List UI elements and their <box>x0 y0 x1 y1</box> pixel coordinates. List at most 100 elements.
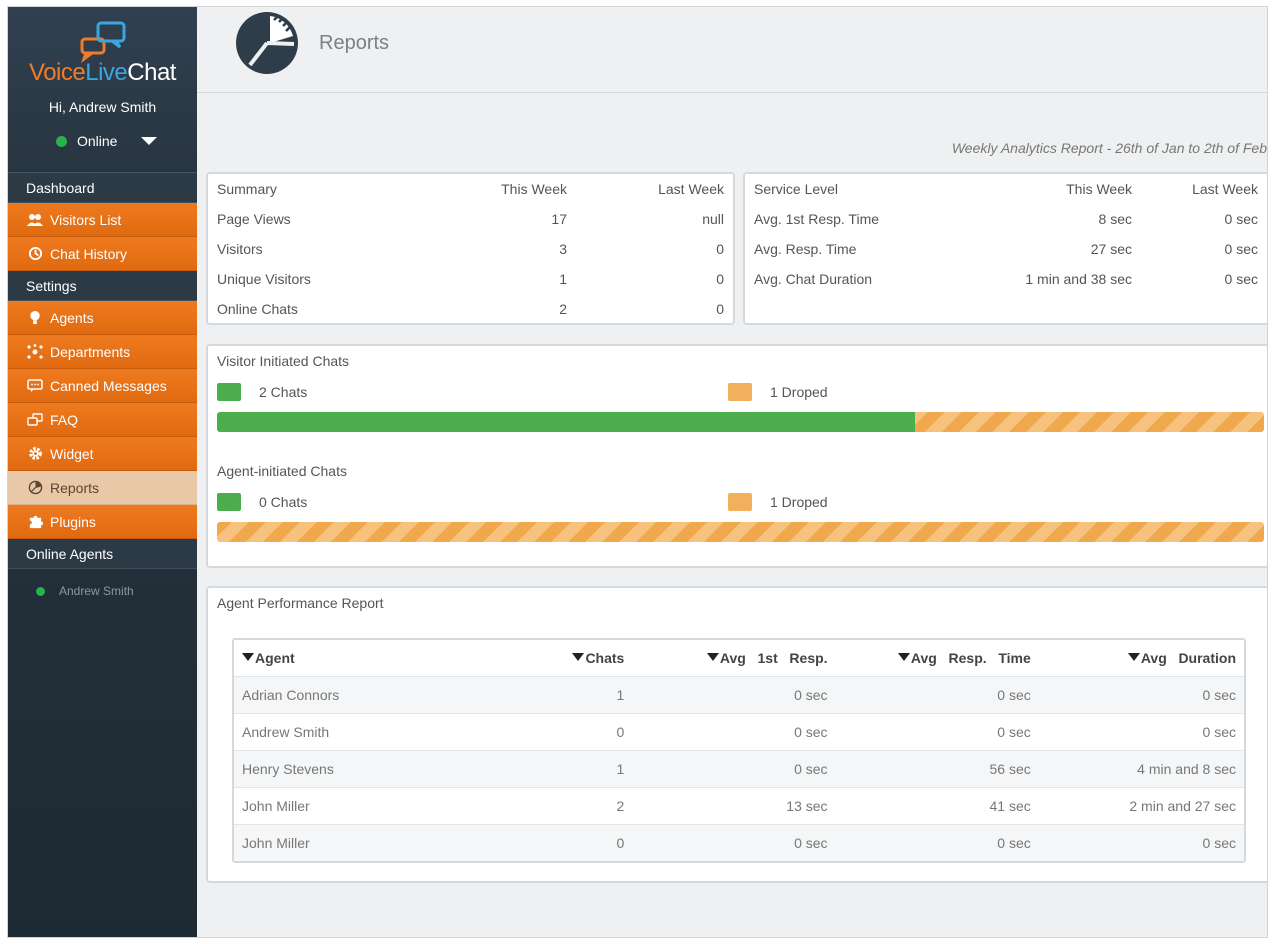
cell-avg-duration: 0 sec <box>1038 712 1244 750</box>
cell-avg-1st-resp: 0 sec <box>632 675 836 713</box>
performance-table-box: Agent Chats Avg 1st Resp. Avg Resp. Time… <box>232 638 1246 863</box>
puzzle-icon <box>26 514 44 530</box>
page-header: Reports <box>197 7 1267 93</box>
column-header-chats[interactable]: Chats <box>435 640 632 676</box>
sidebar-item-label: Agents <box>50 309 94 326</box>
online-agent-name: Andrew Smith <box>59 584 134 598</box>
sidebar-section-online-agents: Online Agents <box>8 539 197 569</box>
online-status-dot <box>56 135 67 147</box>
cell-avg-duration: 0 sec <box>1038 675 1244 713</box>
visitor-chats-bar <box>217 412 1264 432</box>
sidebar-item-chat-history[interactable]: Chat History <box>8 237 197 271</box>
cell-avg-1st-resp: 0 sec <box>632 712 836 750</box>
status-dropdown[interactable]: Online <box>56 133 158 149</box>
cell-chats: 1 <box>435 749 633 787</box>
cell-avg-resp-time: 0 sec <box>835 823 1039 861</box>
summary-this-week: 17 <box>551 211 567 227</box>
agent-droped-legend: 1 Droped <box>728 493 828 511</box>
sidebar-section-settings[interactable]: Settings <box>8 271 197 301</box>
column-header-avg-1st-resp[interactable]: Avg 1st Resp. <box>632 640 835 676</box>
summary-card: Summary This Week Last Week Page Views 1… <box>206 172 735 325</box>
table-row: John Miller 2 13 sec 41 sec 2 min and 27… <box>234 786 1244 824</box>
table-row: Adrian Connors 1 0 sec 0 sec 0 sec <box>234 675 1244 713</box>
agent-icon <box>26 310 44 326</box>
sidebar-section-dashboard[interactable]: Dashboard <box>8 173 197 203</box>
report-caption: Weekly Analytics Report - 26th of Jan to… <box>951 140 1267 156</box>
pie-chart-icon <box>236 12 298 74</box>
column-header-agent[interactable]: Agent <box>234 640 435 676</box>
sidebar-item-visitors-list[interactable]: Visitors List <box>8 203 197 237</box>
sort-desc-icon <box>1127 652 1140 661</box>
service-this-week: 1 min and 38 sec <box>1025 271 1132 287</box>
service-header-label: Service Level <box>754 181 839 197</box>
legend-swatch-droped <box>728 493 752 511</box>
cell-avg-duration: 0 sec <box>1038 823 1244 861</box>
bar-segment-droped <box>217 522 1264 542</box>
column-header-avg-resp-time[interactable]: Avg Resp. Time <box>836 640 1039 676</box>
service-metric: Avg. Resp. Time <box>754 241 857 257</box>
cell-avg-resp-time: 56 sec <box>835 749 1039 787</box>
users-icon <box>26 212 44 228</box>
status-label: Online <box>77 133 118 149</box>
brand-area: VoiceLiveChat Hi, Andrew Smith Online <box>8 7 197 173</box>
app-frame: VoiceLiveChat Hi, Andrew Smith Online Da… <box>7 6 1268 938</box>
sort-desc-icon <box>572 652 585 661</box>
cell-agent: Adrian Connors <box>234 675 436 713</box>
legend-chats-label: 2 Chats <box>259 384 308 400</box>
summary-this-week: 1 <box>559 271 567 287</box>
cell-avg-resp-time: 0 sec <box>835 712 1039 750</box>
service-last-week: 0 sec <box>1224 241 1258 257</box>
table-row: John Miller 0 0 sec 0 sec 0 sec <box>234 823 1244 861</box>
agent-chats-bar <box>217 522 1264 542</box>
column-header-avg-duration[interactable]: Avg Duration <box>1039 640 1244 676</box>
cell-avg-1st-resp: 0 sec <box>632 749 836 787</box>
summary-metric: Visitors <box>217 241 263 257</box>
sidebar-item-departments[interactable]: Departments <box>8 335 197 369</box>
summary-last-week: 0 <box>716 301 724 317</box>
legend-swatch-chats <box>217 493 241 511</box>
summary-metric: Unique Visitors <box>217 271 311 287</box>
chevron-down-icon <box>141 137 158 145</box>
message-icon <box>26 378 44 394</box>
sidebar-item-label: Reports <box>50 479 100 496</box>
legend-swatch-droped <box>728 383 752 401</box>
summary-row: Page Views 17 null <box>208 204 733 234</box>
bar-segment-droped <box>915 412 1264 432</box>
summary-header-last-week: Last Week <box>658 181 724 197</box>
sidebar-item-faq[interactable]: FAQ <box>8 403 197 437</box>
online-agent-item[interactable]: Andrew Smith <box>8 569 197 613</box>
summary-last-week: null <box>702 211 724 227</box>
sidebar-item-label: Plugins <box>50 513 96 530</box>
summary-row: Online Chats 2 0 <box>208 294 733 324</box>
chats-card: Visitor Initiated Chats 2 Chats 1 Droped… <box>206 344 1267 568</box>
chat-bubbles-logo-icon <box>80 21 126 63</box>
cell-chats: 0 <box>435 712 633 750</box>
service-level-card: Service Level This Week Last Week Avg. 1… <box>743 172 1267 325</box>
sidebar-item-agents[interactable]: Agents <box>8 301 197 335</box>
cell-avg-duration: 4 min and 8 sec <box>1038 749 1244 787</box>
gear-icon <box>26 446 44 462</box>
summary-last-week: 0 <box>716 271 724 287</box>
service-row: Avg. Chat Duration 1 min and 38 sec 0 se… <box>745 264 1267 294</box>
service-header-row: Service Level This Week Last Week <box>745 174 1267 204</box>
sidebar-item-reports[interactable]: Reports <box>8 471 197 505</box>
sidebar-item-label: Canned Messages <box>50 377 167 394</box>
sidebar-item-label: Visitors List <box>50 211 122 228</box>
cell-chats: 1 <box>435 675 633 713</box>
summary-row: Visitors 3 0 <box>208 234 733 264</box>
performance-card: Agent Performance Report Agent Chats Avg… <box>206 586 1267 883</box>
service-metric: Avg. Chat Duration <box>754 271 873 287</box>
sidebar-item-plugins[interactable]: Plugins <box>8 505 197 539</box>
online-status-dot <box>36 586 45 596</box>
legend-chats-label: 0 Chats <box>259 494 308 510</box>
summary-metric: Page Views <box>217 211 291 227</box>
service-header-last-week: Last Week <box>1192 181 1258 197</box>
sort-desc-icon <box>706 652 719 661</box>
sort-desc-icon <box>897 652 910 661</box>
faq-icon <box>26 412 44 428</box>
cell-chats: 0 <box>435 823 633 861</box>
sidebar-item-widget[interactable]: Widget <box>8 437 197 471</box>
sidebar-item-canned-messages[interactable]: Canned Messages <box>8 369 197 403</box>
sort-desc-icon <box>242 652 254 661</box>
visitor-droped-legend: 1 Droped <box>728 383 828 401</box>
